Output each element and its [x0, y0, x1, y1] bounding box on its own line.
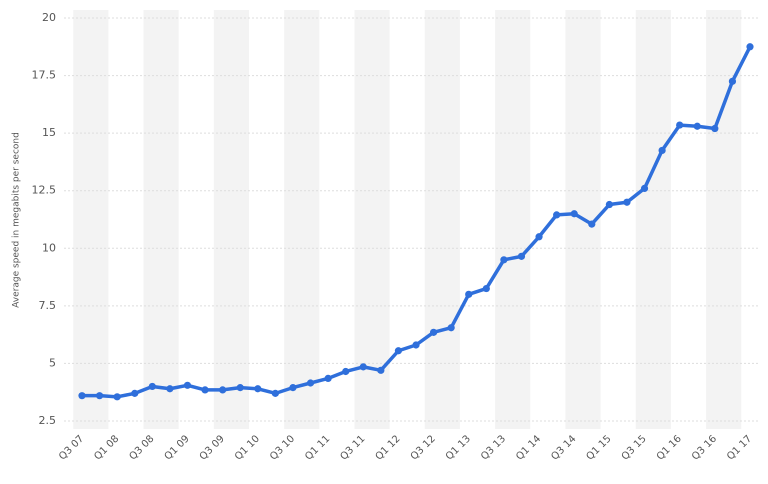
data-point: [447, 324, 455, 332]
data-point: [271, 389, 279, 397]
data-point: [95, 392, 104, 400]
x-tick-label: Q3 12: [409, 433, 438, 462]
column-band: [143, 10, 179, 429]
data-point: [359, 363, 367, 371]
y-tick-label: 2.5: [39, 414, 57, 427]
x-tick-label: Q1 14: [514, 433, 543, 462]
data-point: [728, 77, 737, 85]
data-point: [711, 124, 719, 133]
column-band: [213, 10, 249, 429]
x-tick-label: Q3 08: [127, 433, 156, 462]
x-tick-label: Q1 13: [444, 433, 473, 462]
data-point: [465, 290, 473, 298]
column-band: [495, 10, 531, 429]
data-point: [588, 220, 596, 228]
y-tick-label: 10: [42, 241, 56, 254]
data-point: [570, 210, 578, 218]
x-tick-label: Q3 09: [198, 433, 227, 462]
data-point: [693, 122, 701, 130]
x-tick-label: Q3 14: [549, 433, 578, 462]
y-tick-label: 5: [49, 356, 56, 369]
data-point: [166, 385, 174, 393]
data-point: [148, 382, 156, 391]
x-tick-label: Q1 15: [585, 433, 614, 462]
y-tick-label: 15: [42, 126, 56, 139]
y-tick-label: 20: [42, 11, 56, 24]
x-tick-label: Q1 08: [92, 433, 121, 462]
x-tick-label: Q3 15: [620, 433, 649, 462]
column-band: [284, 10, 320, 429]
x-tick-label: Q1 17: [725, 433, 754, 462]
data-point: [289, 384, 297, 392]
data-point: [553, 211, 561, 219]
column-band: [635, 10, 671, 429]
x-tick-label: Q1 09: [163, 433, 192, 462]
data-point: [429, 328, 438, 336]
bands: [73, 10, 742, 429]
data-point: [640, 184, 649, 193]
data-point: [201, 386, 209, 394]
data-point: [676, 121, 684, 129]
x-tick-label: Q3 11: [338, 433, 367, 462]
x-tick-label: Q1 11: [303, 433, 332, 462]
data-point: [78, 392, 86, 400]
data-point: [131, 389, 139, 397]
x-tick-label: Q3 10: [268, 433, 297, 462]
data-point: [183, 381, 192, 389]
column-band: [354, 10, 390, 429]
data-point: [482, 284, 490, 293]
data-point: [658, 146, 666, 155]
data-point: [535, 233, 543, 241]
data-point: [746, 43, 754, 51]
data-point: [605, 200, 613, 209]
x-tick-label: Q3 13: [479, 433, 508, 462]
column-band: [73, 10, 109, 429]
data-point: [254, 385, 262, 393]
data-point: [236, 384, 244, 392]
y-tick-label: 17.5: [32, 69, 57, 82]
data-point: [377, 366, 385, 374]
data-point: [342, 367, 350, 376]
y-axis-label: Average speed in megabits per second: [12, 132, 22, 308]
data-point: [219, 386, 227, 394]
x-tick-label: Q3 16: [690, 433, 719, 462]
data-point: [500, 256, 508, 264]
data-point: [113, 393, 121, 401]
data-point: [623, 198, 631, 206]
data-point: [394, 347, 403, 355]
data-point: [324, 374, 332, 382]
x-tick-label: Q3 07: [57, 433, 86, 462]
y-tick-label: 7.5: [39, 299, 57, 312]
x-tick-label: Q1 16: [655, 433, 684, 462]
x-tick-label: Q1 10: [233, 433, 262, 462]
x-tick-label: Q1 12: [374, 433, 403, 462]
data-point: [306, 379, 315, 387]
column-band: [424, 10, 460, 429]
data-point: [412, 341, 420, 349]
y-tick-label: 12.5: [32, 184, 57, 197]
data-point: [517, 252, 526, 260]
